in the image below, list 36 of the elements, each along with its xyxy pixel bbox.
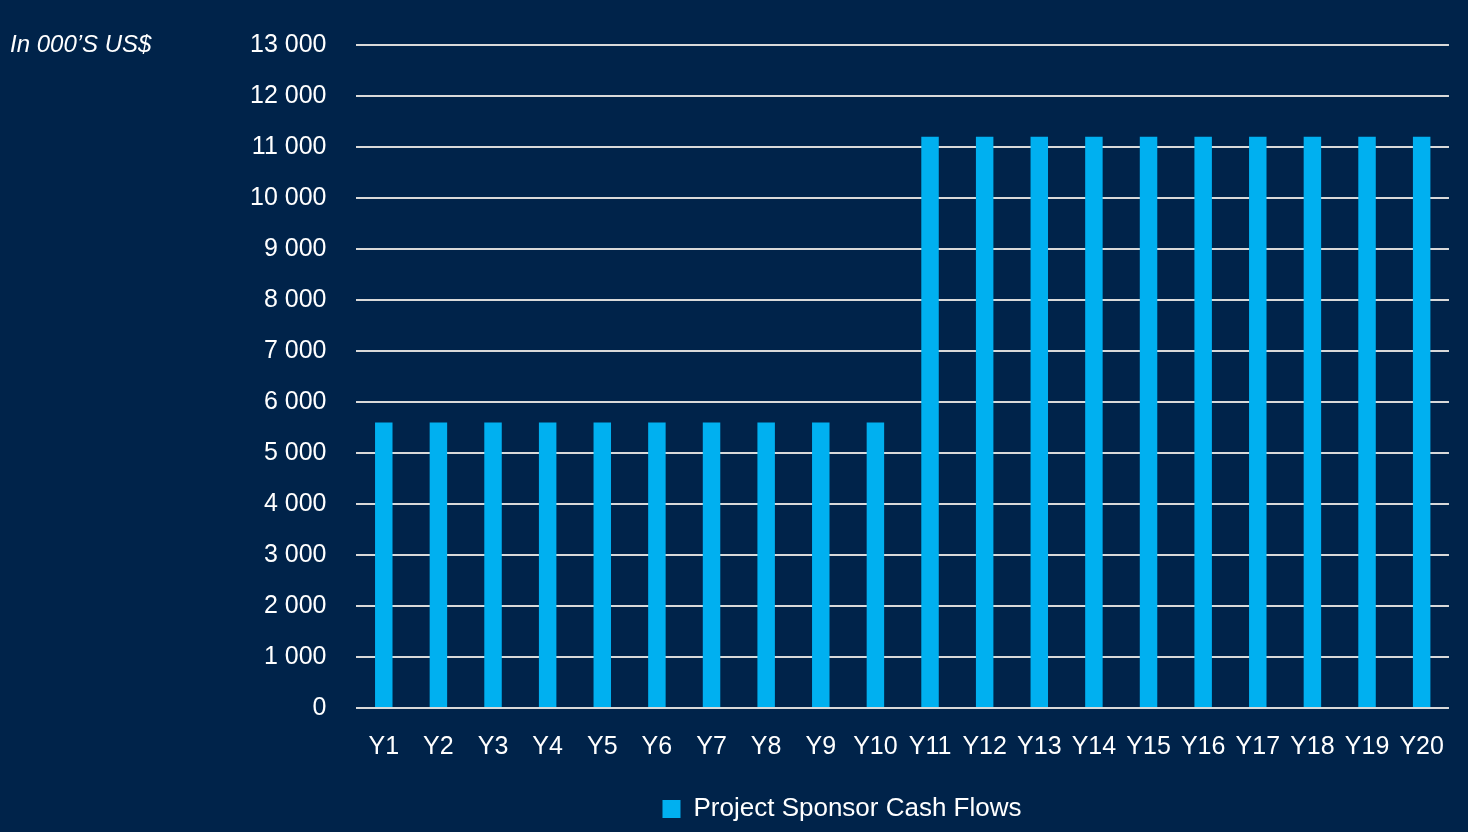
x-tick-label: Y16 [1180,730,1226,759]
x-tick-label: Y17 [1235,730,1281,759]
x-tick-label: Y14 [1071,730,1117,759]
y-tick-label: 12 000 [250,79,327,108]
y-tick-label: 6 000 [263,385,327,414]
y-tick-label: 3 000 [263,538,327,567]
x-tick-label: Y12 [962,730,1007,759]
x-tick-label: Y9 [805,730,837,759]
x-tick-label: Y3 [477,730,509,759]
y-tick-label: 4 000 [263,487,327,516]
x-tick-label: Y18 [1290,730,1335,759]
x-tick-label: Y5 [586,730,618,759]
x-tick-label: Y2 [423,730,454,759]
y-tick-label: 13 000 [250,28,327,57]
x-tick-label: Y1 [368,730,400,759]
y-tick-label: 8 000 [263,283,327,312]
y-tick-label: 2 000 [263,589,327,618]
y-tick-label: 1 000 [263,640,327,669]
y-tick-label: 11 000 [251,130,327,159]
x-tick-label: Y13 [1017,730,1062,759]
x-tick-label: Y7 [696,730,727,759]
y-tick-label: 7 000 [263,334,327,363]
x-tick-label: Y4 [532,730,564,759]
y-tick-label: 10 000 [250,181,327,210]
x-tick-label: Y19 [1344,730,1390,759]
legend-label: Project Sponsor Cash Flows [693,792,1022,823]
y-tick-label: 5 000 [263,436,327,465]
x-tick-label: Y20 [1399,730,1444,759]
x-tick-label: Y8 [750,730,782,759]
y-tick-label: 9 000 [263,232,327,261]
x-tick-label: Y11 [908,730,952,759]
x-tick-label: Y15 [1126,730,1171,759]
x-tick-label: Y10 [853,730,898,759]
x-tick-label: Y6 [641,730,673,759]
y-axis-title: In 000’S US$ [10,29,153,57]
y-tick-label: 0 [312,691,327,720]
